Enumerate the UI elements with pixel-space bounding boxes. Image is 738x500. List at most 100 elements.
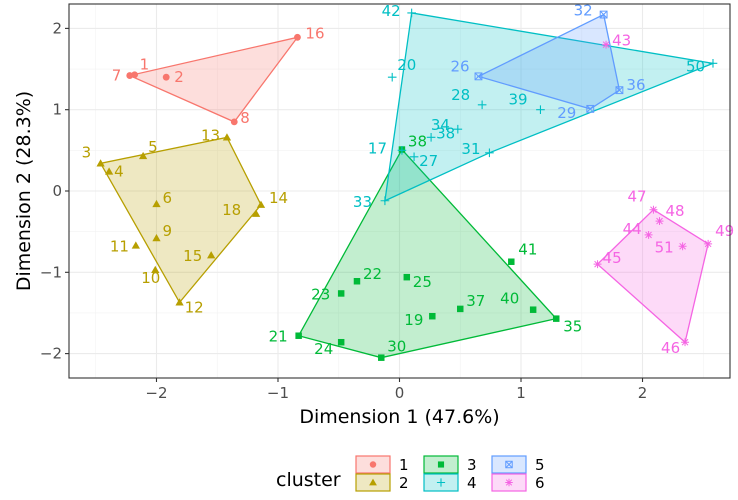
point-49 [704,240,712,248]
point-46 [681,338,689,346]
marker-shape [594,260,602,268]
legend-label-6: 6 [535,474,545,492]
marker-shape [338,339,344,345]
legend-item-6: 6 [492,474,545,492]
point-label-33: 33 [353,193,372,211]
legend-title: cluster [276,469,341,491]
point-label-28: 28 [451,86,470,104]
marker-shape [438,461,444,467]
marker-shape [370,461,376,467]
point-label-2: 2 [174,68,184,86]
point-label-18: 18 [222,201,241,219]
y-tick-label: 1 [52,101,62,119]
point-label-47: 47 [627,188,646,206]
point-24 [338,339,344,345]
marker-shape [649,206,657,214]
point-21 [295,332,301,338]
point-label-10: 10 [141,269,160,287]
y-tick-label: −2 [40,345,62,363]
point-44 [645,231,653,239]
point-35 [553,315,559,321]
point-label-49: 49 [715,222,734,240]
legend-label-3: 3 [467,456,477,474]
x-tick-label: −2 [145,384,167,402]
point-label-20: 20 [397,56,416,74]
marker-shape [553,315,559,321]
legend-item-3: 3 [424,456,477,474]
point-23 [338,290,344,296]
y-tick-label: 0 [52,182,62,200]
y-tick-label: 2 [52,19,62,37]
point-label-14: 14 [269,189,288,207]
point-label-51: 51 [655,238,674,256]
legend-item-2: 2 [356,474,409,492]
point-label-23: 23 [311,285,330,303]
point-label-12: 12 [185,298,204,316]
legend-item-5: 5 [492,456,545,474]
point-label-9: 9 [162,222,172,240]
y-axis-title: Dimension 2 (28.3%) [13,91,35,291]
point-label-31: 31 [461,140,480,158]
point-label-16: 16 [305,24,324,42]
point-25 [404,274,410,280]
point-47 [649,206,657,214]
legend-marker-1 [370,461,376,467]
marker-shape [704,240,712,248]
point-45 [594,260,602,268]
point-7 [126,72,133,79]
x-tick-label: 2 [638,384,648,402]
point-label-3: 3 [82,143,92,161]
point-label-11: 11 [110,237,129,255]
point-label-48: 48 [666,202,685,220]
point-label-39: 39 [508,91,527,109]
point-label-36: 36 [626,76,645,94]
marker-shape [404,274,410,280]
marker-shape [457,306,463,312]
point-label-13: 13 [201,126,220,144]
point-30 [378,354,384,360]
point-label-38: 38 [408,133,427,151]
point-2 [163,74,170,81]
marker-shape [294,34,301,41]
point-8 [231,118,238,125]
x-axis-title: Dimension 1 (47.6%) [299,406,499,428]
marker-shape [378,354,384,360]
point-43 [602,41,610,49]
point-label-1: 1 [140,56,150,74]
marker-shape [126,72,133,79]
marker-shape [645,231,653,239]
point-22 [354,278,360,284]
point-37 [457,306,463,312]
point-40 [530,306,536,312]
point-label-21: 21 [269,328,288,346]
point-label-7: 7 [112,67,122,85]
point-label-8: 8 [240,109,250,127]
point-label-27: 27 [419,152,438,170]
point-label-24: 24 [314,340,333,358]
legend-item-1: 1 [356,456,409,474]
point-label-30: 30 [387,338,406,356]
point-label-4: 4 [114,162,124,180]
point-label-26: 26 [450,57,469,75]
marker-shape [231,118,238,125]
point-label-50: 50 [686,57,705,75]
legend-label-4: 4 [467,474,477,492]
point-label-17: 17 [368,139,387,157]
marker-shape [163,74,170,81]
point-16 [294,34,301,41]
legend-label-2: 2 [399,474,409,492]
point-41 [508,258,514,264]
marker-shape [295,332,301,338]
marker-shape [338,290,344,296]
marker-shape [656,217,664,225]
y-tick-label: −1 [40,263,62,281]
marker-shape [354,278,360,284]
marker-shape [530,306,536,312]
point-label-25: 25 [413,273,432,291]
marker-shape [681,338,689,346]
point-label-22: 22 [363,265,382,283]
point-label-38: 38 [436,124,455,142]
point-label-29: 29 [557,104,576,122]
point-label-42: 42 [382,2,401,20]
